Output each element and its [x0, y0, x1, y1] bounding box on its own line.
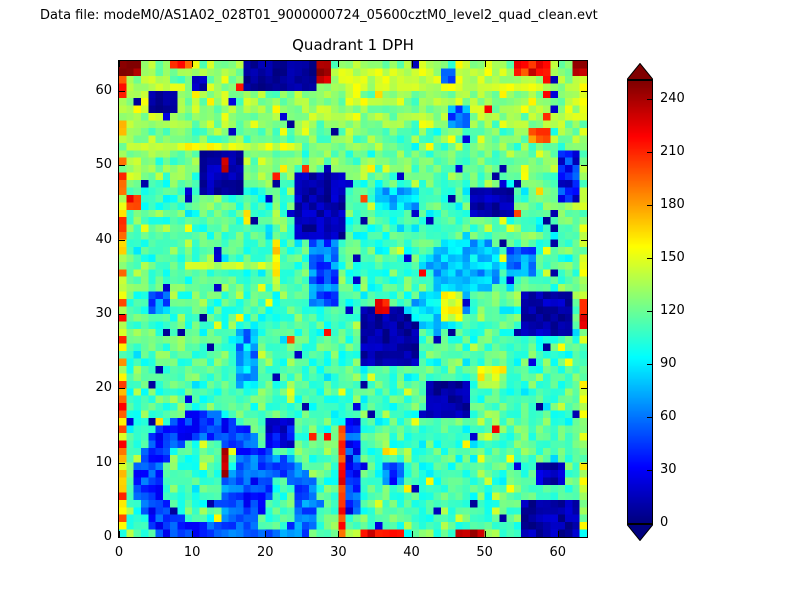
- colorbar-tick-label: 90: [660, 355, 677, 371]
- colorbar-tick-label: 120: [660, 302, 685, 318]
- colorbar-tick-label: 30: [660, 461, 677, 477]
- x-tick-mark: [557, 531, 559, 537]
- colorbar-over-arrow: [627, 63, 653, 80]
- heatmap-canvas: [119, 61, 587, 537]
- y-tick-mark: [119, 313, 125, 315]
- y-tick-label: 50: [95, 157, 112, 173]
- colorbar-tick-mark: [647, 151, 652, 153]
- x-tick-label: 10: [183, 545, 201, 560]
- colorbar-tick-label: 150: [660, 249, 685, 265]
- x-tick-mark: [411, 61, 413, 67]
- x-tick-mark: [192, 61, 194, 67]
- colorbar-tick-label: 210: [660, 143, 685, 159]
- y-tick-mark: [581, 462, 587, 464]
- colorbar-tick-mark: [647, 416, 652, 418]
- colorbar-under-arrow: [627, 524, 653, 541]
- plot-title: Quadrant 1 DPH: [292, 36, 414, 54]
- y-tick-label: 20: [95, 380, 112, 396]
- colorbar-tick-mark: [647, 469, 652, 471]
- x-tick-mark: [265, 61, 267, 67]
- colorbar-tick-label: 0: [660, 515, 669, 530]
- x-tick-mark: [192, 531, 194, 537]
- x-tick-mark: [119, 531, 120, 537]
- colorbar-tick-mark: [647, 310, 652, 312]
- x-tick-label: 60: [549, 545, 567, 560]
- colorbar-tick-mark: [647, 363, 652, 365]
- y-tick-mark: [581, 239, 587, 241]
- y-tick-mark: [119, 90, 125, 92]
- x-tick-mark: [411, 531, 413, 537]
- colorbar-tick-mark: [647, 523, 652, 524]
- y-tick-mark: [119, 165, 125, 167]
- colorbar-gradient: [627, 80, 653, 524]
- plot-area: [118, 60, 588, 538]
- y-tick-label: 10: [95, 454, 112, 470]
- y-tick-label: 30: [95, 305, 112, 321]
- colorbar-tick-mark: [647, 204, 652, 206]
- y-tick-mark: [119, 239, 125, 241]
- y-tick-mark: [581, 537, 587, 538]
- colorbar-tick-label: 240: [660, 90, 685, 106]
- y-tick-mark: [581, 313, 587, 315]
- colorbar-tick-mark: [647, 257, 652, 259]
- x-tick-mark: [119, 61, 120, 67]
- x-tick-mark: [484, 531, 486, 537]
- x-tick-mark: [338, 531, 340, 537]
- x-tick-mark: [338, 61, 340, 67]
- x-tick-label: 20: [256, 545, 274, 560]
- colorbar-tick-label: 180: [660, 196, 685, 212]
- y-tick-mark: [581, 388, 587, 390]
- x-tick-label: 30: [330, 545, 347, 560]
- x-tick-mark: [484, 61, 486, 67]
- x-tick-label: 40: [403, 545, 420, 560]
- y-tick-mark: [119, 462, 125, 464]
- y-tick-label: 0: [103, 529, 112, 544]
- colorbar-tick-label: 60: [660, 408, 677, 424]
- y-tick-mark: [119, 537, 125, 538]
- y-tick-mark: [581, 90, 587, 92]
- x-tick-mark: [557, 61, 559, 67]
- y-tick-label: 40: [95, 231, 112, 247]
- colorbar-tick-mark: [647, 98, 652, 100]
- x-tick-label: 0: [114, 545, 124, 560]
- x-tick-label: 50: [476, 545, 493, 560]
- y-tick-mark: [581, 165, 587, 167]
- y-tick-mark: [119, 388, 125, 390]
- datafile-label: Data file: modeM0/AS1A02_028T01_90000007…: [40, 8, 598, 23]
- x-tick-mark: [265, 531, 267, 537]
- y-tick-label: 60: [95, 82, 112, 98]
